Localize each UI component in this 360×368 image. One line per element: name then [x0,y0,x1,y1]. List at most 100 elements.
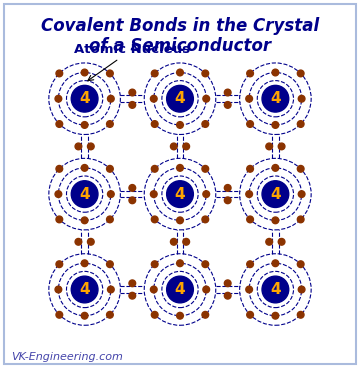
Circle shape [107,311,113,318]
Circle shape [107,70,113,77]
Circle shape [247,311,253,318]
Circle shape [151,216,158,223]
Circle shape [177,121,183,128]
Circle shape [71,85,98,112]
Text: 4: 4 [79,282,90,297]
Circle shape [150,286,157,293]
Circle shape [183,238,189,245]
Circle shape [87,238,94,245]
Text: 4: 4 [175,282,185,297]
Circle shape [55,191,62,198]
Circle shape [224,89,231,96]
Circle shape [262,85,289,112]
Circle shape [247,261,253,268]
Circle shape [272,69,279,76]
Circle shape [278,143,285,150]
Text: 4: 4 [79,91,90,106]
Circle shape [247,166,253,172]
Circle shape [129,185,136,191]
Circle shape [129,280,136,287]
Circle shape [151,261,158,268]
Circle shape [55,286,62,293]
Circle shape [129,197,136,204]
Circle shape [202,216,209,223]
Circle shape [167,85,193,112]
Circle shape [203,95,210,102]
Circle shape [183,143,189,150]
Circle shape [129,102,136,108]
Circle shape [81,217,88,224]
Circle shape [107,121,113,127]
Circle shape [167,181,193,208]
Circle shape [272,121,279,128]
Circle shape [108,191,114,198]
Circle shape [56,166,63,172]
Circle shape [272,164,279,171]
Circle shape [297,261,304,268]
Circle shape [56,70,63,77]
Circle shape [81,121,88,128]
Text: 4: 4 [270,91,281,106]
Text: Electrons: Electrons [0,367,1,368]
Circle shape [81,312,88,319]
Circle shape [81,164,88,171]
Circle shape [224,280,231,287]
Circle shape [81,69,88,76]
Text: 4: 4 [175,91,185,106]
Circle shape [71,276,98,303]
Circle shape [272,312,279,319]
Circle shape [75,143,82,150]
Circle shape [171,238,177,245]
Circle shape [247,216,253,223]
Text: 4: 4 [270,282,281,297]
Circle shape [247,121,253,127]
Circle shape [129,292,136,299]
Circle shape [71,181,98,208]
Circle shape [75,238,82,245]
Circle shape [246,191,252,198]
Circle shape [266,238,273,245]
Circle shape [224,185,231,191]
Circle shape [224,197,231,204]
Circle shape [177,69,183,76]
Circle shape [177,260,183,266]
Circle shape [177,164,183,171]
Text: 4: 4 [270,187,281,202]
Circle shape [151,70,158,77]
Circle shape [107,216,113,223]
Text: 4: 4 [79,187,90,202]
Circle shape [56,261,63,268]
Circle shape [202,70,209,77]
Circle shape [151,121,158,127]
Circle shape [262,181,289,208]
Circle shape [202,261,209,268]
Circle shape [272,217,279,224]
Circle shape [129,89,136,96]
Circle shape [297,216,304,223]
Circle shape [298,191,305,198]
Circle shape [203,286,210,293]
Circle shape [150,95,157,102]
Circle shape [297,121,304,127]
Circle shape [297,166,304,172]
Circle shape [297,311,304,318]
Circle shape [266,143,273,150]
Circle shape [224,102,231,108]
Circle shape [177,217,183,224]
Circle shape [167,276,193,303]
Circle shape [56,311,63,318]
Circle shape [202,121,209,127]
Circle shape [151,311,158,318]
Circle shape [298,286,305,293]
Text: 4: 4 [175,187,185,202]
Circle shape [56,216,63,223]
Circle shape [272,260,279,266]
Circle shape [298,95,305,102]
Circle shape [87,143,94,150]
Circle shape [246,95,252,102]
Circle shape [108,95,114,102]
Circle shape [56,121,63,127]
Circle shape [246,286,252,293]
Circle shape [81,260,88,266]
Circle shape [108,286,114,293]
